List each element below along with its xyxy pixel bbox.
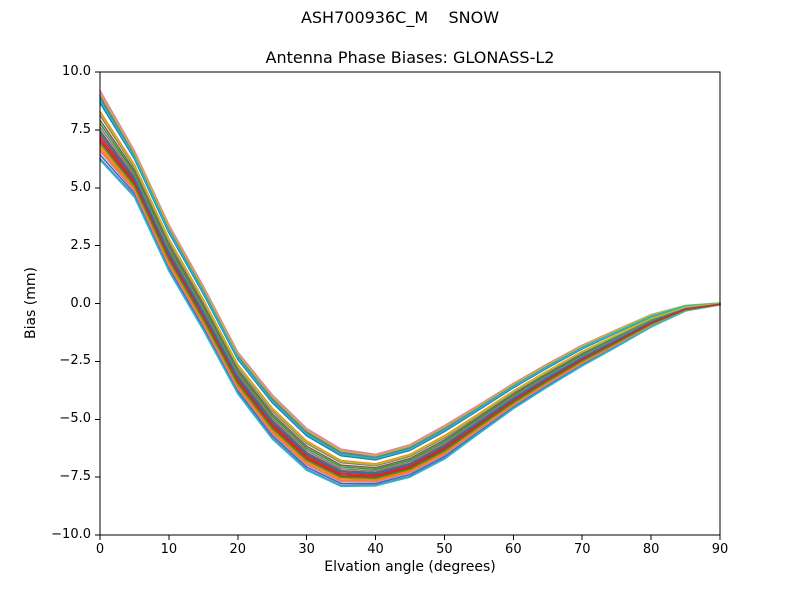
x-tick-label-50: 50 (436, 542, 453, 557)
y-tick-label-−2.5: −2.5 (59, 353, 91, 369)
x-axis-label: Elvation angle (degrees) (324, 559, 496, 575)
bias-curve-curve-09 (99, 92, 721, 457)
x-tick-label-20: 20 (229, 542, 247, 557)
bias-curve-curve-18 (99, 126, 721, 472)
y-tick-label-7.5: 7.5 (70, 121, 91, 137)
x-tick-label-0: 0 (95, 542, 105, 557)
bias-curve-curve-23 (99, 142, 721, 480)
bias-curve-curve-15 (99, 157, 721, 487)
bias-curve-curve-21 (99, 132, 721, 475)
y-tick-label-−7.5: −7.5 (59, 469, 91, 485)
y-tick-label-0.0: 0.0 (70, 295, 91, 311)
axes-title: Antenna Phase Biases: GLONASS-L2 (265, 48, 555, 67)
bias-curve-curve-13 (99, 122, 721, 471)
y-tick-label-5.0: 5.0 (70, 179, 91, 195)
bias-curve-curve-22 (99, 148, 721, 482)
bias-curve-curve-17 (99, 150, 721, 483)
y-tick-label-−10.0: −10.0 (51, 527, 91, 542)
bias-curve-curve-24 (99, 137, 721, 477)
bias-curve-curve-19 (99, 112, 721, 466)
bias-curve-curve-03 (99, 96, 721, 459)
bias-curve-curve-10 (99, 99, 721, 460)
bias-curve-curve-20 (99, 159, 721, 488)
x-tick-label-30: 30 (298, 542, 315, 557)
bias-curve-curve-11 (99, 154, 721, 485)
x-tick-label-40: 40 (367, 542, 384, 557)
x-tick-label-70: 70 (573, 542, 591, 557)
figure-suptitle: ASH700936C_M SNOW (300, 8, 500, 27)
y-tick-label-10.0: 10.0 (62, 64, 91, 79)
x-tick-label-90: 90 (711, 542, 729, 557)
bias-curve-curve-06 (99, 119, 721, 469)
x-tick-label-80: 80 (642, 542, 660, 557)
x-tick-label-60: 60 (505, 542, 522, 557)
x-tick-label-10: 10 (160, 542, 178, 557)
y-tick-label-−5.0: −5.0 (59, 411, 91, 427)
y-tick-label-2.5: 2.5 (70, 237, 91, 253)
